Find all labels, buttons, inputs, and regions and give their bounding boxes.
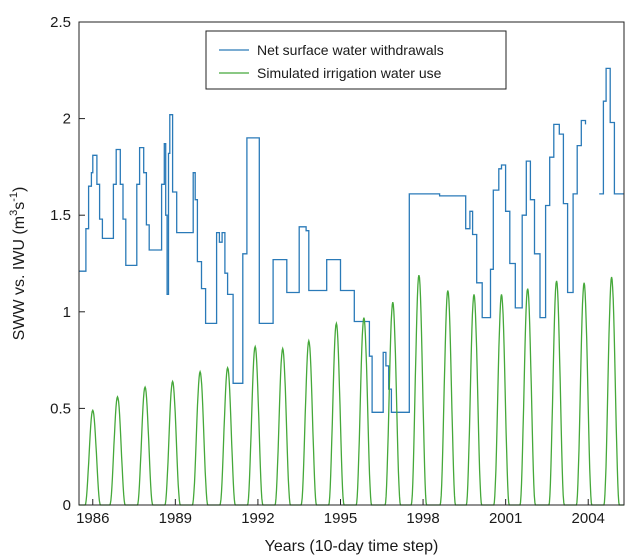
x-tick-label: 1989 <box>159 510 192 527</box>
y-tick-label: 0 <box>63 497 71 514</box>
y-tick-label: 2 <box>63 111 71 128</box>
y-tick-label: 1 <box>63 304 71 321</box>
x-tick-label: 1995 <box>324 510 357 527</box>
x-tick-label: 1986 <box>76 510 109 527</box>
tick-layer: 1986 1989 1992 1995 1998 2001 2004 0 0.5 1 1.5 2 2.5 <box>50 14 605 527</box>
plot-frame <box>78 21 625 506</box>
legend-label-withdrawals: Net surface water withdrawals <box>257 42 444 58</box>
y-axis-label-sup: 3 <box>8 210 20 216</box>
y-axis-label-end: ) <box>11 187 28 192</box>
y-tick-label: 1.5 <box>50 207 71 224</box>
legend-label-irrigation: Simulated irrigation water use <box>257 65 442 81</box>
x-tick-label: 1992 <box>241 510 274 527</box>
y-axis-label-main: SWW vs. IWU (m <box>11 216 28 340</box>
y-tick-label: 0.5 <box>50 400 71 417</box>
x-axis-label: Years (10-day time step) <box>265 538 439 555</box>
legend-box <box>205 30 507 90</box>
series-line-withdrawals <box>79 67 624 413</box>
x-tick-label: 2001 <box>489 510 522 527</box>
y-axis-label-s: s <box>11 202 28 210</box>
x-tick-label: 1998 <box>406 510 439 527</box>
x-tick-label: 2004 <box>572 510 605 527</box>
legend: Net surface water withdrawals Simulated … <box>205 30 507 90</box>
y-axis-label: SWW vs. IWU (m3s-1) <box>8 187 28 341</box>
y-tick-label: 2.5 <box>50 14 71 31</box>
y-axis-label-sup2: -1 <box>8 192 20 202</box>
